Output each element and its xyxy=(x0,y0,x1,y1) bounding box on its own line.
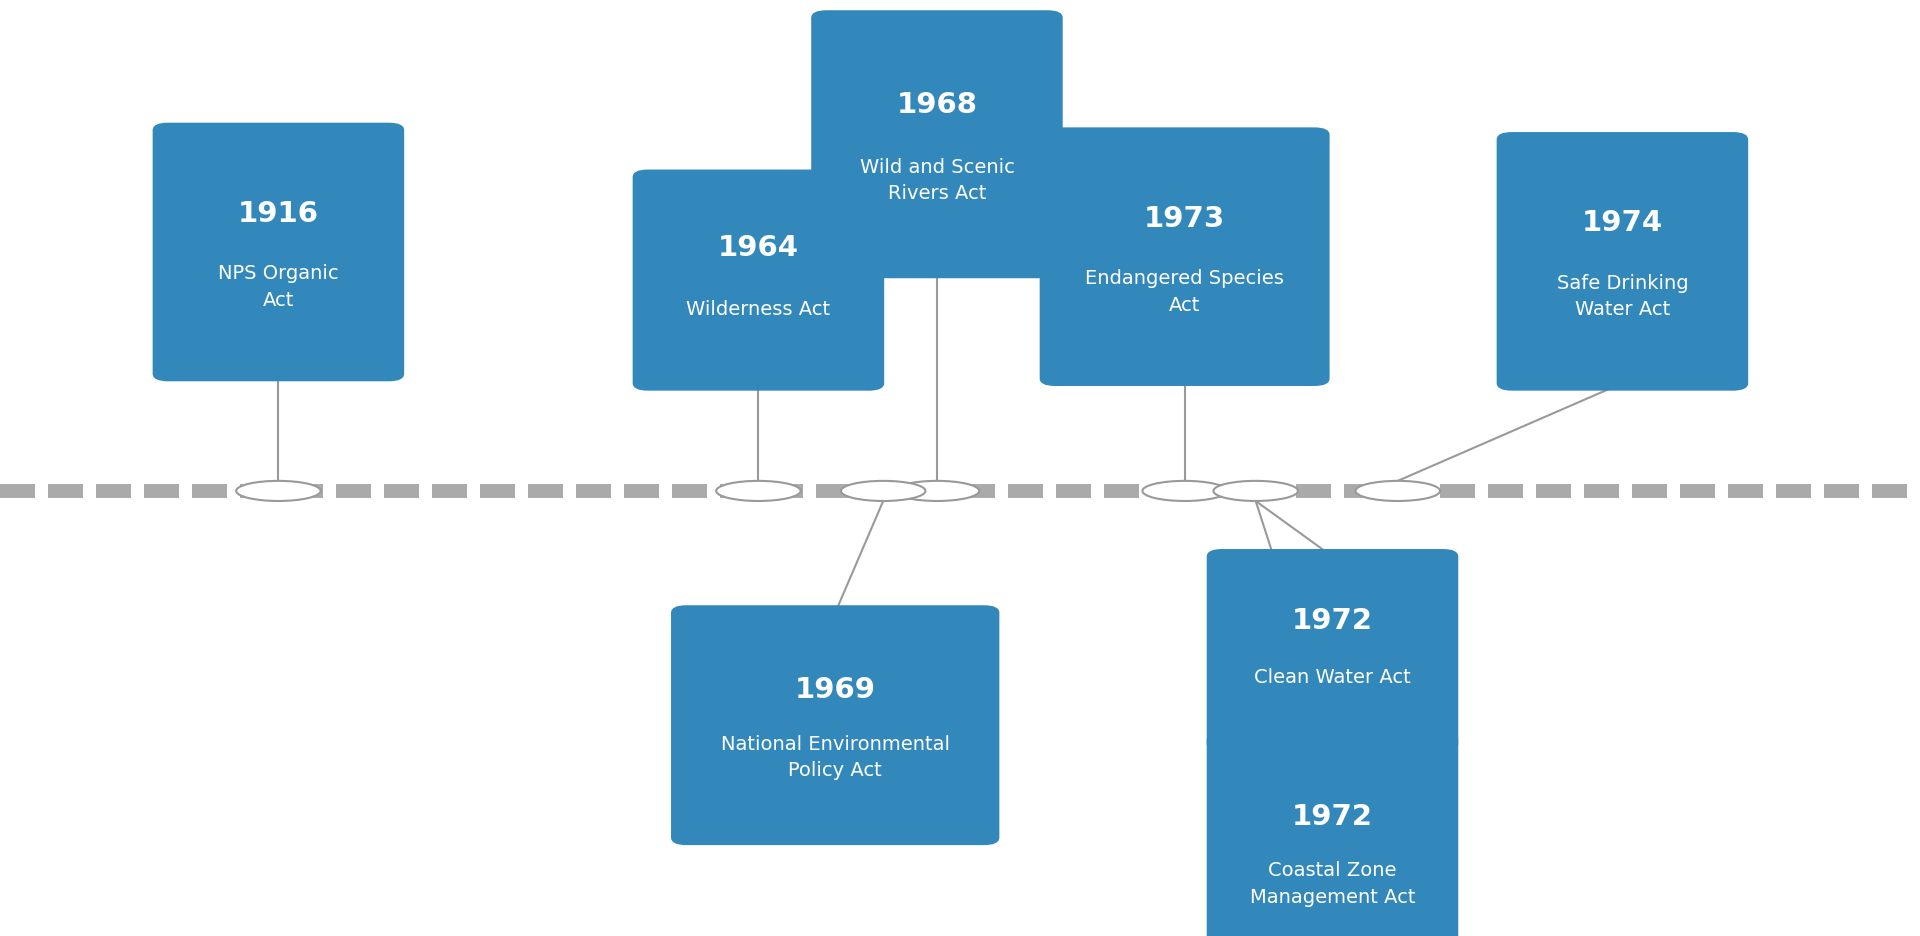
FancyBboxPatch shape xyxy=(672,606,998,845)
Text: 1916: 1916 xyxy=(238,199,319,227)
Ellipse shape xyxy=(1142,481,1227,502)
Text: 1972: 1972 xyxy=(1292,607,1373,635)
Text: 1974: 1974 xyxy=(1582,209,1663,237)
Text: Clean Water Act: Clean Water Act xyxy=(1254,667,1411,686)
Ellipse shape xyxy=(1213,481,1298,502)
Text: Coastal Zone
Management Act: Coastal Zone Management Act xyxy=(1250,860,1415,906)
Ellipse shape xyxy=(895,481,979,502)
Ellipse shape xyxy=(716,481,801,502)
FancyBboxPatch shape xyxy=(810,11,1064,279)
Ellipse shape xyxy=(841,481,925,502)
Text: NPS Organic
Act: NPS Organic Act xyxy=(219,264,338,310)
Text: 1968: 1968 xyxy=(897,91,977,119)
Text: 1972: 1972 xyxy=(1292,802,1373,830)
FancyBboxPatch shape xyxy=(152,124,403,382)
FancyBboxPatch shape xyxy=(1206,549,1459,752)
Text: 1973: 1973 xyxy=(1144,204,1225,232)
Text: National Environmental
Policy Act: National Environmental Policy Act xyxy=(720,734,950,780)
Text: Wilderness Act: Wilderness Act xyxy=(685,300,831,319)
FancyBboxPatch shape xyxy=(1041,128,1329,387)
Text: Safe Drinking
Water Act: Safe Drinking Water Act xyxy=(1557,273,1688,319)
Ellipse shape xyxy=(236,481,321,502)
Text: Endangered Species
Act: Endangered Species Act xyxy=(1085,269,1284,314)
Text: 1964: 1964 xyxy=(718,234,799,262)
Ellipse shape xyxy=(1356,481,1440,502)
FancyBboxPatch shape xyxy=(1498,133,1747,391)
Text: 1969: 1969 xyxy=(795,676,876,704)
Text: Wild and Scenic
Rivers Act: Wild and Scenic Rivers Act xyxy=(860,158,1014,203)
FancyBboxPatch shape xyxy=(1206,732,1459,936)
FancyBboxPatch shape xyxy=(634,170,883,391)
